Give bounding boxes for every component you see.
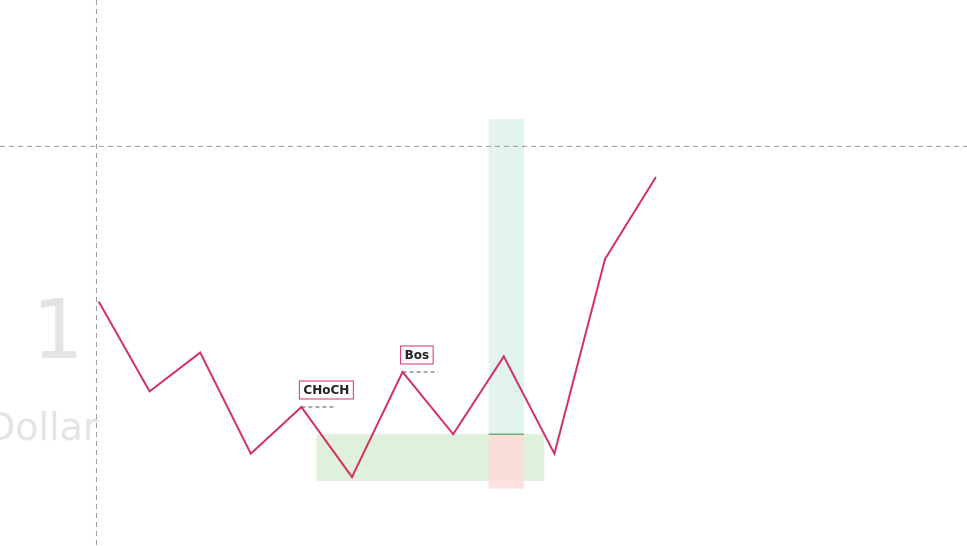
position-loss-zone xyxy=(488,434,525,489)
series-point xyxy=(604,258,606,260)
series-point xyxy=(654,176,657,179)
annotation-label-box xyxy=(400,345,434,365)
series-point xyxy=(98,301,100,303)
series-point xyxy=(452,433,455,436)
annotation-label-choch: CHoCH xyxy=(298,380,354,400)
series-point xyxy=(148,390,151,393)
series-point xyxy=(503,355,505,358)
symbol-watermark: 1 Dollar xyxy=(0,283,99,449)
series-line-0 xyxy=(98,176,657,479)
series-point xyxy=(199,351,201,354)
position-profit-zone xyxy=(488,119,525,435)
watermark-text: Dollar xyxy=(0,405,99,449)
series-point xyxy=(553,452,556,455)
watermark-number: 1 xyxy=(32,283,84,378)
annotation-label-box xyxy=(298,380,354,400)
zones-layer xyxy=(316,119,545,489)
annotation-label-text: CHoCH xyxy=(303,383,349,397)
series-point xyxy=(250,452,252,455)
series-layer xyxy=(98,176,657,479)
annotation-label-text: Bos xyxy=(405,348,430,362)
series-point xyxy=(351,476,353,478)
annotations-layer: CHoCH Bos xyxy=(298,345,439,408)
annotation-label-bos: Bos xyxy=(400,345,434,365)
